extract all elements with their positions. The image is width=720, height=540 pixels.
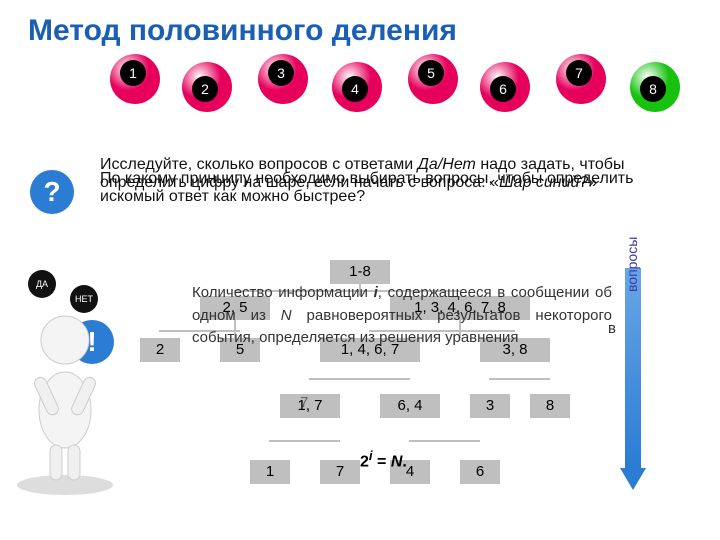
tree-node-3: 2	[140, 338, 180, 362]
tree-node-14: 6	[460, 460, 500, 484]
paragraph-question-2: По какому принципу необходимо выбирать в…	[100, 170, 660, 205]
extra-seven: 7	[300, 394, 308, 411]
tree-node-0: 1-8	[330, 260, 390, 284]
arrow-label: вопросы	[624, 237, 640, 292]
balls-row: 1 2 3 4 5 6 7 8	[110, 54, 720, 124]
tree-node-10: 8	[530, 394, 570, 418]
formula: 2i = N.	[360, 448, 407, 471]
questions-arrow	[620, 268, 646, 498]
page-title: Метод половинного деления	[0, 0, 720, 54]
question-mark-icon: ?	[30, 170, 74, 214]
num-ball-5: 5	[418, 60, 444, 86]
num-ball-8: 8	[640, 76, 666, 102]
info-text: Количество информации i, содержащееся в …	[192, 282, 612, 350]
tree-node-12: 7	[320, 460, 360, 484]
num-ball-2: 2	[192, 76, 218, 102]
yes-ball: ДА	[28, 270, 56, 298]
tree-node-11: 1	[250, 460, 290, 484]
num-ball-4: 4	[342, 76, 368, 102]
letter-v: в	[608, 320, 616, 337]
tree-node-9: 3	[470, 394, 510, 418]
tree-node-7: 1, 7	[280, 394, 340, 418]
num-ball-3: 3	[268, 60, 294, 86]
num-ball-6: 6	[490, 76, 516, 102]
num-ball-1: 1	[120, 60, 146, 86]
num-ball-7: 7	[566, 60, 592, 86]
tree-node-8: 6, 4	[380, 394, 440, 418]
character-figure	[10, 300, 120, 500]
